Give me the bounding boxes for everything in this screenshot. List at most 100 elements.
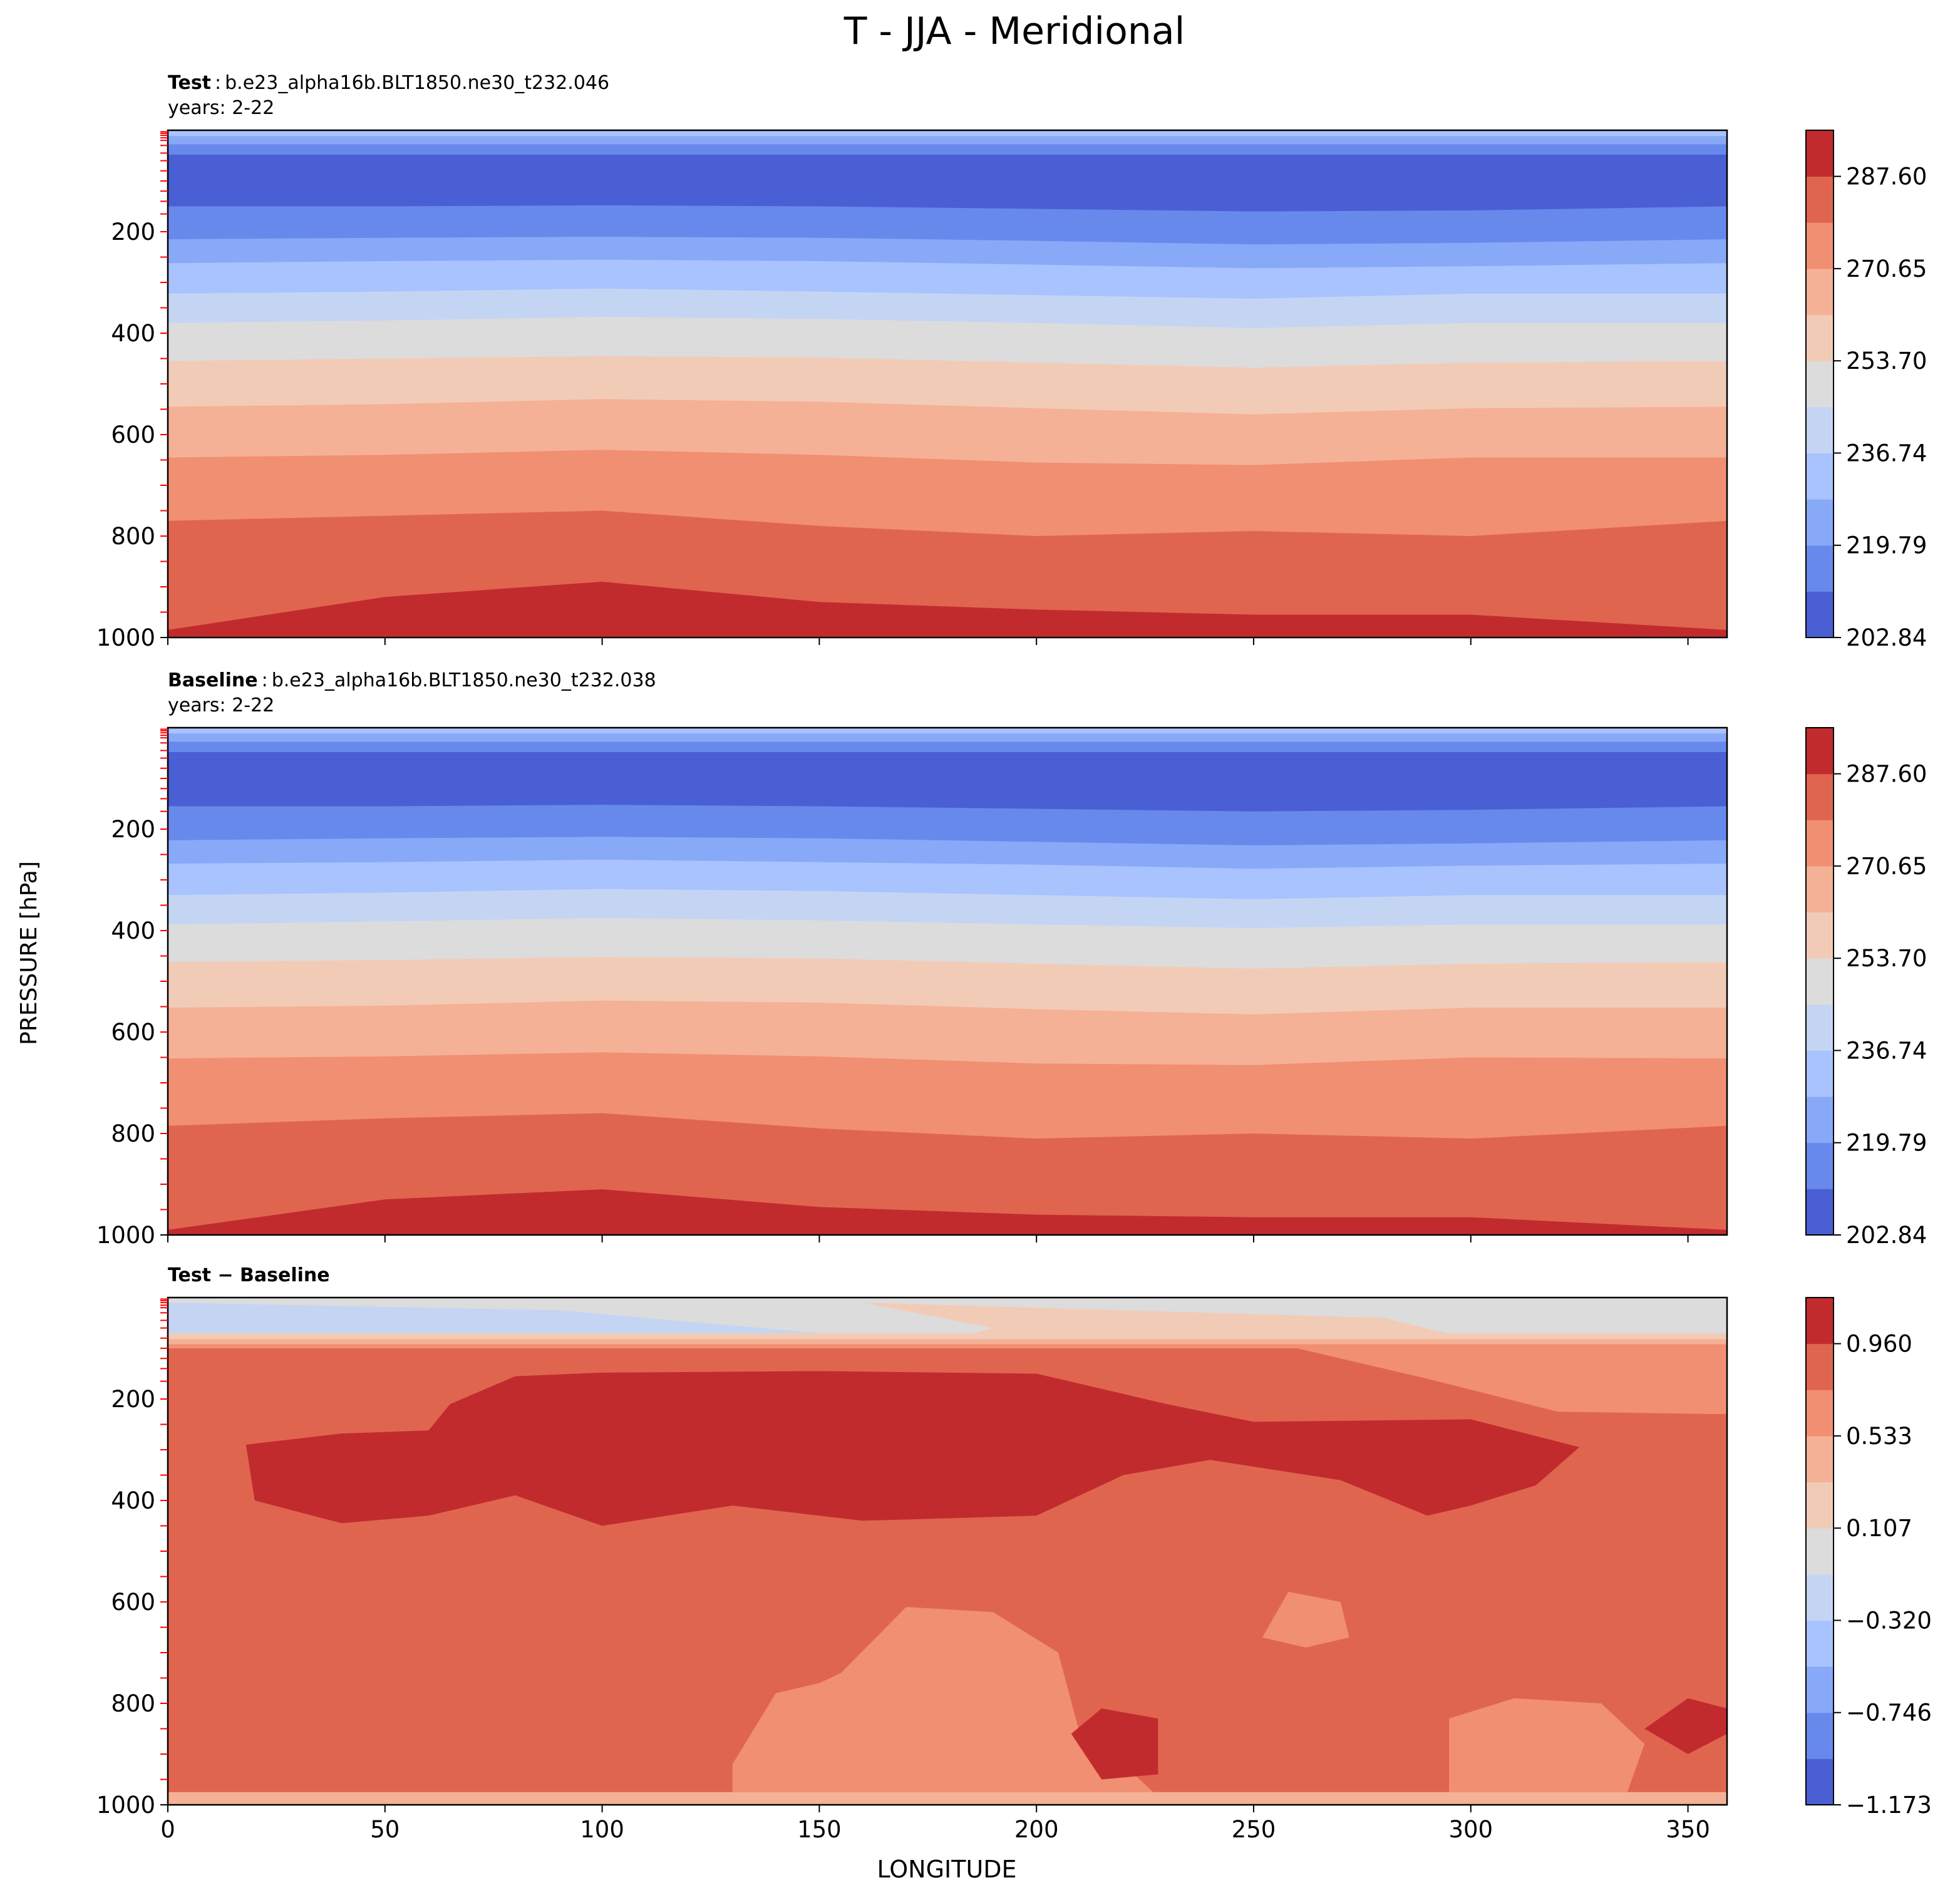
diff-colorbar-bin-3 — [1806, 1620, 1834, 1667]
baseline-ytick-label-200: 200 — [111, 816, 155, 843]
test-colorbar-tick-label-4: 219.79 — [1846, 532, 1927, 559]
baseline-band-top-1 — [168, 728, 1727, 734]
baseline-colorbar-tick-label-5: 202.84 — [1846, 1222, 1927, 1249]
diff-region-lower-patch-2 — [1449, 1698, 1645, 1805]
diff-region-hot-1 — [1071, 1708, 1158, 1780]
baseline-ytick-label-1000: 1000 — [96, 1222, 155, 1249]
test-colorbar-bin-1 — [1806, 545, 1834, 592]
baseline-colorbar-bin-10 — [1806, 728, 1834, 775]
test-band-287.6 — [168, 581, 1727, 638]
baseline-ytick-label-400: 400 — [111, 917, 155, 944]
baseline-colorbar-bin-6 — [1806, 912, 1834, 959]
diff-colorbar-bin-0 — [1806, 1758, 1834, 1805]
baseline-colorbar-bin-2 — [1806, 1097, 1834, 1144]
baseline-band-top-3 — [168, 741, 1727, 752]
test-colorbar-bin-10 — [1806, 130, 1834, 177]
test-colorbar: 287.60 270.65 253.70 236.74 219.79 202.84 — [1805, 130, 1927, 651]
diff-region-0p11-0p32 — [862, 1303, 1471, 1340]
baseline-colorbar-bin-8 — [1806, 820, 1834, 867]
test-label-sep: : — [215, 72, 221, 94]
baseline-colorbar-tick-label-0: 287.60 — [1846, 761, 1927, 788]
test-band-top-1 — [168, 130, 1727, 137]
baseline-case-name: b.e23_alpha16b.BLT1850.ne30_t232.038 — [272, 669, 656, 691]
diff-region-lower-patch-1 — [732, 1607, 1167, 1805]
diff-colorbar-bin-10 — [1806, 1298, 1834, 1345]
test-ytick-label-200: 200 — [111, 219, 155, 245]
test-colorbar-bin-3 — [1806, 453, 1834, 500]
baseline-colorbar-bin-5 — [1806, 958, 1834, 1005]
test-colorbar-bin-0 — [1806, 591, 1834, 638]
diff-colorbar-tick-label-4: −0.746 — [1846, 1700, 1932, 1727]
test-band-top-3 — [168, 144, 1727, 155]
baseline-band-287.6 — [168, 1189, 1727, 1235]
test-colorbar-tick-label-3: 236.74 — [1846, 440, 1927, 467]
baseline-colorbar-tick-label-1: 270.65 — [1846, 853, 1927, 880]
test-colorbar-frame — [1805, 130, 1834, 638]
baseline-ytick-label-600: 600 — [111, 1019, 155, 1046]
diff-ytick-label-600: 600 — [111, 1589, 155, 1616]
test-label-bold: Test — [168, 72, 211, 94]
diff-xtick-label-200: 200 — [1014, 1816, 1059, 1843]
test-colorbar-bin-8 — [1806, 222, 1834, 269]
baseline-ytick-label-800: 800 — [111, 1120, 155, 1147]
baseline-colorbar-tick-label-2: 253.70 — [1846, 945, 1927, 972]
diff-xtick-label-50: 50 — [370, 1816, 400, 1843]
test-colorbar-bin-2 — [1806, 499, 1834, 546]
test-colorbar-tick-label-0: 287.60 — [1846, 163, 1927, 190]
diff-ytick-label-400: 400 — [111, 1487, 155, 1514]
test-colorbar-bin-7 — [1806, 268, 1834, 316]
test-panel-header: Test: b.e23_alpha16b.BLT1850.ne30_t232.04… — [168, 72, 609, 94]
test-ytick-label-600: 600 — [111, 421, 155, 448]
diff-colorbar-tick-label-0: 0.960 — [1846, 1331, 1912, 1358]
diff-region-surface — [168, 1792, 1727, 1805]
baseline-colorbar-bin-1 — [1806, 1142, 1834, 1189]
baseline-band-top-2 — [168, 733, 1727, 742]
baseline-colorbar-bin-7 — [1806, 865, 1834, 913]
shared-y-axis-label: PRESSURE [hPa] — [16, 861, 42, 1045]
test-ytick-label-400: 400 — [111, 320, 155, 347]
baseline-plot: 200 400 600 800 1000 — [96, 726, 1728, 1249]
diff-xtick-label-300: 300 — [1448, 1816, 1493, 1843]
figure-title: T - JJA - Meridional — [843, 9, 1185, 53]
diff-region-hot-2 — [1644, 1698, 1727, 1754]
diff-colorbar-bin-9 — [1806, 1343, 1834, 1390]
diff-colorbar-bin-2 — [1806, 1666, 1834, 1713]
diff-colorbar-tick-label-2: 0.107 — [1846, 1515, 1912, 1542]
test-years: years: 2-22 — [168, 97, 274, 119]
diff-region-right-upper — [1297, 1348, 1727, 1415]
baseline-colorbar: 287.60 270.65 253.70 236.74 219.79 202.84 — [1805, 727, 1927, 1249]
shared-x-axis-label: LONGITUDE — [877, 1856, 1016, 1883]
baseline-years: years: 2-22 — [168, 694, 274, 716]
test-colorbar-tick-label-2: 253.70 — [1846, 348, 1927, 374]
diff-colorbar-bin-5 — [1806, 1528, 1834, 1575]
diff-colorbar-frame — [1805, 1297, 1834, 1805]
test-ytick-label-800: 800 — [111, 523, 155, 550]
test-colorbar-tick-label-5: 202.84 — [1846, 624, 1927, 651]
baseline-label-sep: : — [262, 669, 268, 691]
diff-xtick-label-250: 250 — [1232, 1816, 1276, 1843]
diff-colorbar-tick-label-5: −1.173 — [1846, 1792, 1932, 1819]
diff-ytick-label-1000: 1000 — [96, 1792, 155, 1819]
diff-ytick-label-200: 200 — [111, 1386, 155, 1413]
baseline-colorbar-tick-label-3: 236.74 — [1846, 1037, 1927, 1064]
diff-colorbar-tick-label-3: −0.320 — [1846, 1607, 1932, 1634]
diff-colorbar-bin-8 — [1806, 1390, 1834, 1437]
test-band-top-2 — [168, 136, 1727, 145]
diff-transition-2 — [168, 1339, 1727, 1345]
diff-xtick-label-0: 0 — [160, 1816, 175, 1843]
test-colorbar-tick-label-1: 270.65 — [1846, 256, 1927, 282]
diff-xtick-label-100: 100 — [580, 1816, 624, 1843]
baseline-colorbar-frame — [1805, 727, 1834, 1236]
diff-colorbar-bin-1 — [1806, 1712, 1834, 1759]
diff-xtick-label-150: 150 — [797, 1816, 842, 1843]
baseline-label-bold: Baseline — [168, 669, 258, 691]
diff-colorbar-bin-7 — [1806, 1435, 1834, 1483]
diff-colorbar-bin-6 — [1806, 1482, 1834, 1529]
diff-region-mid-patch — [1262, 1591, 1349, 1648]
test-case-name: b.e23_alpha16b.BLT1850.ne30_t232.046 — [225, 72, 609, 94]
test-colorbar-bin-6 — [1806, 314, 1834, 361]
baseline-colorbar-bin-9 — [1806, 773, 1834, 820]
diff-xtick-label-350: 350 — [1666, 1816, 1710, 1843]
